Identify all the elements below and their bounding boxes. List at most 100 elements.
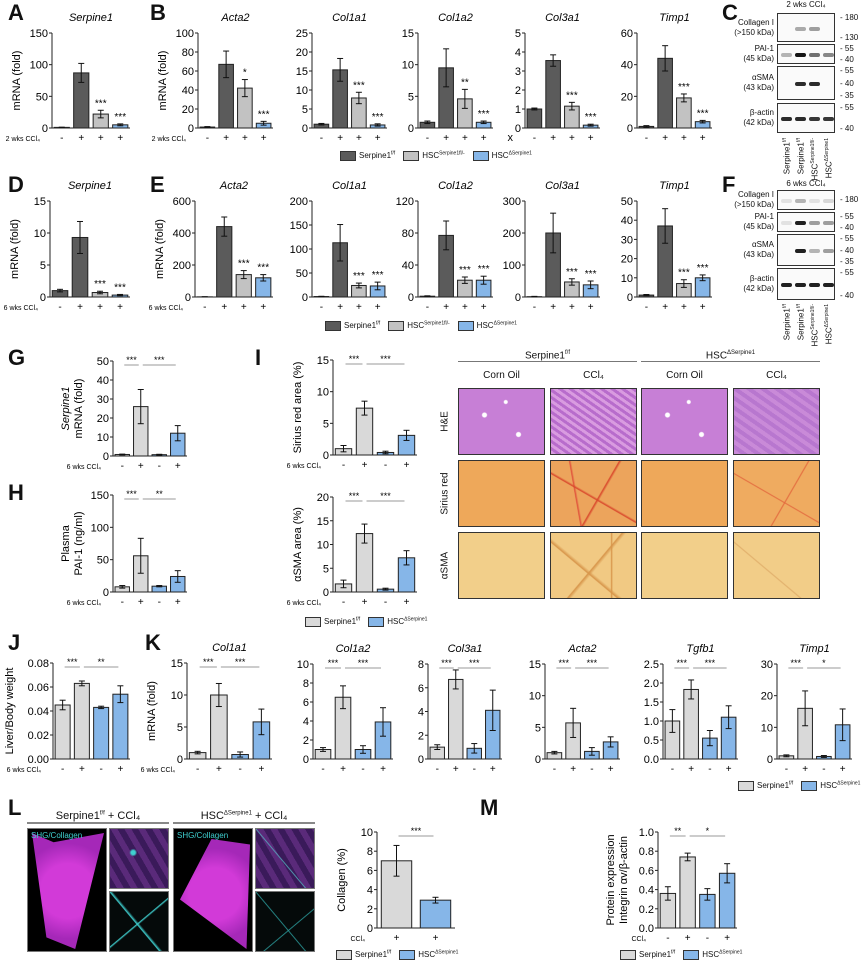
y-axis-label-line: Integrin αv/β-actin bbox=[618, 836, 630, 924]
blot-row-2 bbox=[777, 234, 835, 266]
legend-item: Serpine1f/f bbox=[325, 320, 380, 331]
chart-e-timp1: 0 10 20 30 40 50 Timp1 - + *** + *** + bbox=[621, 180, 712, 313]
x-axis-title: 2 wks CCl₄ bbox=[152, 136, 187, 143]
legend-item: HSCSerpine1fl/- bbox=[388, 320, 450, 331]
y-tick-label: 0.00 bbox=[28, 754, 49, 766]
significance-label: ** bbox=[156, 489, 164, 499]
bar bbox=[93, 706, 110, 760]
x-tick-label: - bbox=[384, 460, 387, 471]
significance-label: *** bbox=[676, 658, 687, 668]
y-tick-label: 0.0 bbox=[639, 923, 654, 935]
y-axis-label: Collagen (%) bbox=[336, 848, 348, 912]
mw-marker: - 40 bbox=[840, 55, 854, 64]
y-tick-label: 5 bbox=[408, 91, 414, 103]
panel-letter-f: F bbox=[722, 172, 736, 197]
y-tick-label: 50 bbox=[296, 268, 308, 280]
band bbox=[795, 26, 806, 31]
y-tick-label: 0 bbox=[177, 754, 183, 766]
y-axis-label: PlasmaPAI-1 (ng/ml) bbox=[60, 512, 85, 576]
bar bbox=[54, 704, 71, 760]
y-tick-label: 100 bbox=[503, 260, 521, 272]
band bbox=[823, 117, 834, 121]
shg-overview-image: SHG/Collagen bbox=[27, 828, 107, 952]
x-tick-label: - bbox=[342, 597, 345, 608]
band bbox=[809, 82, 820, 86]
blot-title: 2 wks CCl₄ bbox=[786, 0, 826, 9]
mw-marker: - 40 bbox=[840, 78, 854, 88]
band bbox=[781, 117, 792, 121]
y-axis-label: mRNA (fold) bbox=[154, 219, 166, 279]
y-axis-label: Sirius red area (%) bbox=[292, 362, 304, 454]
chart-k-tgfb1: 0.0 0.5 1.0 1.5 2.0 2.5 Tgfb1 - + - + *** *** bbox=[644, 643, 738, 775]
y-tick-label: 15 bbox=[402, 28, 414, 40]
x-tick-label: + bbox=[356, 302, 362, 313]
chart-h-plasma-pai-1-ng-ml-: 0 50 100 150 PlasmaPAI-1 (ng/ml) - + - +6 wks CC… bbox=[60, 489, 187, 608]
y-tick-label: 0 bbox=[418, 754, 424, 766]
shg-overlay-label: SHG/Collagen bbox=[177, 831, 229, 840]
chart-g-serpine1-mrna-fold-: 0 10 20 30 40 50 Serpine1mRNA (fold) - + - +6 wks … bbox=[60, 355, 187, 472]
y-tick-label: 8 bbox=[418, 659, 424, 671]
x-axis-title: CCl₄ bbox=[631, 936, 646, 943]
y-tick-label: 40 bbox=[621, 60, 633, 72]
chart-title: Col1a1 bbox=[332, 12, 367, 24]
y-tick-label: 20 bbox=[296, 47, 308, 59]
legend-label: Serpine1f/f bbox=[344, 320, 381, 330]
band bbox=[795, 221, 806, 225]
x-tick-label: - bbox=[320, 302, 323, 313]
y-tick-label: 15 bbox=[317, 355, 329, 367]
x-tick-label: + bbox=[362, 460, 368, 471]
legend-swatch bbox=[305, 616, 321, 627]
legend-swatch bbox=[399, 949, 416, 960]
y-tick-label: 25 bbox=[296, 28, 308, 40]
y-axis-label-line: αSMA area (%) bbox=[292, 507, 304, 582]
legend-row-e: Serpine1f/f HSCSerpine1fl/- HSCΔSerpine1 bbox=[325, 320, 517, 331]
blot-row-label: αSMA (43 kDa) bbox=[743, 73, 774, 92]
significance-label: *** bbox=[235, 657, 246, 667]
y-tick-label: 15 bbox=[171, 658, 183, 670]
y-tick-label: 60 bbox=[182, 66, 194, 78]
x-tick-label: + bbox=[98, 133, 104, 144]
histology-image bbox=[550, 532, 637, 599]
significance-label: *** bbox=[114, 112, 126, 123]
lane-label: Serpine1f/f bbox=[782, 138, 792, 175]
y-tick-label: 1.5 bbox=[644, 697, 659, 709]
histology-image bbox=[641, 460, 728, 527]
mw-marker: - 55 bbox=[840, 268, 854, 277]
y-tick-label: 5 bbox=[515, 28, 521, 40]
y-tick-label: 1.0 bbox=[639, 827, 654, 839]
y-tick-label: 10 bbox=[529, 691, 541, 703]
x-axis-title: 6 wks CCl₄ bbox=[67, 600, 102, 607]
legend-item: Serpine1f/f bbox=[305, 616, 360, 627]
x-axis-title: 6 wks CCl₄ bbox=[4, 305, 39, 312]
x-tick-label: + bbox=[688, 764, 694, 775]
legend-item: HSCΔSerpine1 bbox=[457, 320, 517, 331]
histology-row-label: Sirius red bbox=[439, 472, 451, 515]
x-axis-title: 6 wks CCl₄ bbox=[287, 463, 322, 470]
x-tick-label: + bbox=[724, 933, 730, 944]
y-tick-label: 0 bbox=[303, 754, 309, 766]
x-axis-title: 6 wks CCl₄ bbox=[149, 305, 184, 312]
legend-swatch bbox=[683, 949, 700, 960]
bar bbox=[448, 678, 464, 760]
x-tick-label: + bbox=[375, 133, 381, 144]
y-tick-label: 50 bbox=[97, 555, 109, 567]
shg-collagen-zoom bbox=[109, 891, 169, 952]
y-tick-label: 1 bbox=[515, 104, 521, 116]
x-tick-label: + bbox=[570, 764, 576, 775]
blot-row-3 bbox=[777, 103, 835, 133]
y-axis-label-line: mRNA (fold) bbox=[154, 219, 166, 279]
significance-label: *** bbox=[478, 109, 490, 120]
y-tick-label: 20 bbox=[621, 91, 633, 103]
band bbox=[781, 199, 792, 203]
y-axis-label: Protein expressionIntegrin αv/β-actin bbox=[605, 834, 630, 925]
y-tick-label: 0 bbox=[323, 587, 329, 599]
band bbox=[809, 53, 820, 57]
shg-group-header: HSCΔSerpine1 + CCl₄ bbox=[173, 810, 315, 824]
chart-k-col1a1: 0 5 10 15 Col1a1 mRNA (fold) - + - +6 wks CCl₄ ***… bbox=[141, 642, 272, 775]
legend-label: Serpine1f/f bbox=[639, 949, 676, 959]
y-tick-label: 10 bbox=[402, 60, 414, 72]
x-tick-label: - bbox=[436, 764, 439, 775]
lane-label: HSCΔSerpine1 bbox=[824, 304, 834, 345]
y-tick-label: 2 bbox=[515, 85, 521, 97]
significance-label: *** bbox=[238, 259, 250, 270]
